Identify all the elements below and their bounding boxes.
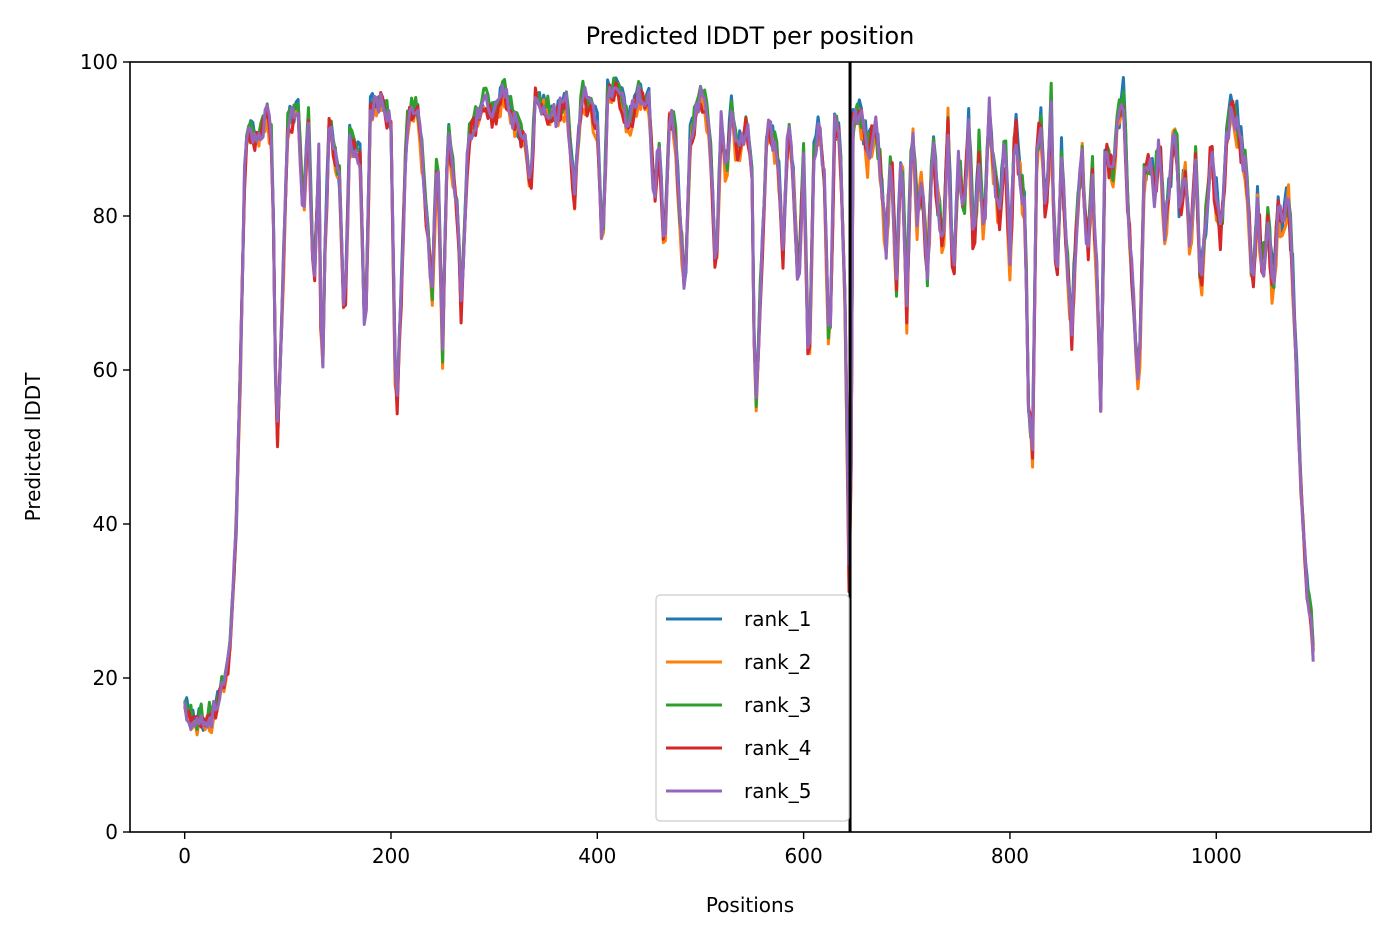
y-tick-label: 80 — [93, 204, 118, 228]
legend-label-rank_1: rank_1 — [744, 607, 811, 631]
y-tick-label: 0 — [105, 820, 118, 844]
chart-title: Predicted lDDT per position — [586, 22, 915, 50]
legend-box — [655, 594, 850, 822]
y-axis-label: Predicted lDDT — [21, 372, 45, 522]
legend: rank_1 rank_2 rank_3 rank_4 rank_5 — [655, 594, 850, 822]
x-tick-label: 1000 — [1191, 844, 1242, 868]
x-tick-label: 800 — [991, 844, 1029, 868]
y-tick-label: 40 — [93, 512, 118, 536]
legend-label-rank_4: rank_4 — [744, 736, 811, 760]
x-tick-label: 600 — [785, 844, 823, 868]
plot-frame — [129, 61, 1372, 833]
y-axis-ticks: 0 20 40 60 80 100 — [80, 50, 130, 844]
x-axis-label: Positions — [706, 893, 794, 917]
x-tick-label: 0 — [178, 844, 191, 868]
x-tick-label: 400 — [578, 844, 616, 868]
x-axis-ticks: 0 200 400 600 800 1000 — [178, 832, 1242, 868]
y-tick-label: 20 — [93, 666, 118, 690]
series-line-rank_5 — [183, 83, 1315, 731]
x-tick-label: 200 — [372, 844, 410, 868]
y-tick-label: 60 — [93, 358, 118, 382]
legend-label-rank_5: rank_5 — [744, 779, 811, 803]
y-tick-label: 100 — [80, 50, 118, 74]
legend-label-rank_3: rank_3 — [744, 693, 811, 717]
series-layer — [183, 76, 1315, 737]
legend-label-rank_2: rank_2 — [744, 650, 811, 674]
